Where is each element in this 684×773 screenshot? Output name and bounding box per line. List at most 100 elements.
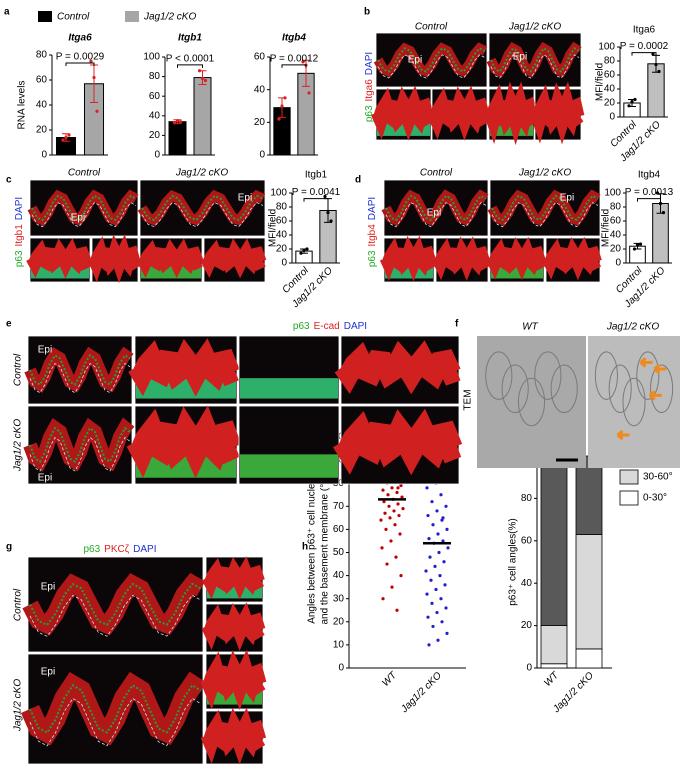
data-point [436,532,440,536]
data-point [429,578,433,582]
data-point [635,243,640,247]
tissue-band [29,683,202,734]
data-point [444,504,448,508]
panel-condition-label: WT [522,322,538,333]
chart-title: Itgb4 [282,33,306,44]
red-layer [201,556,265,600]
y-tick-label: 60 [521,535,533,546]
data-point [426,513,430,518]
data-point [307,91,311,95]
p-bracket [303,198,329,202]
data-point [434,587,438,592]
data-point [655,191,660,195]
data-point [657,69,661,74]
y-axis-label: p63⁺ cell angles(%) [508,518,519,606]
tissue-band [29,353,131,386]
data-point [658,201,663,206]
tem-structure [650,364,674,414]
tem-structure [594,351,618,400]
y-tick-label: 20 [276,244,288,255]
y-tick-label: 80 [149,71,161,82]
data-point [380,546,384,550]
stain-name: DAPI [367,197,378,220]
red-layer [486,236,546,281]
basement-line [31,202,137,228]
region-label: Epi [41,667,55,678]
stain-label: p63 PKCζ DAPI [83,544,156,555]
data-point [301,60,305,64]
panel-condition-label: Control [420,168,453,179]
tem-structure [517,377,546,427]
data-point [439,597,443,601]
red-layer [333,408,463,476]
region-label: Epi [38,345,52,356]
stain-label: p63 E-cad DAPI [293,321,367,332]
data-point [280,104,284,108]
data-point [394,555,398,559]
legend-label: Jag1/2 cKO [143,12,196,23]
panel-condition-label: Jag1/2 cKO [606,322,659,333]
y-tick-label: 30 [333,593,345,604]
data-point [445,631,449,635]
y-axis-label: MFI/field [595,63,606,101]
y-axis-label: and the basement membrane (°) [320,480,331,624]
data-point [446,546,450,550]
stain-name: p63 [364,105,375,122]
y-axis-label: MFI/field [268,209,279,247]
y-tick-label: 100 [270,188,287,199]
region-label: Epi [71,213,85,224]
chart-title: Itga6 [633,25,656,36]
red-layer [432,236,490,281]
stain-name: PKCζ [104,544,130,555]
data-point [444,606,448,610]
y-tick-label: 40 [36,100,48,111]
stain-name: p63 [83,544,100,555]
data-point [323,194,327,199]
y-tick-label: 40 [254,84,266,95]
p-bracket [281,64,307,68]
data-point [396,486,400,490]
legend-swatch [125,11,139,22]
y-tick-label: 40 [276,230,288,241]
data-point [442,560,446,564]
tem-structure [550,364,578,414]
red-layer [201,602,266,651]
data-point [379,518,383,522]
stain-name: E-cad [314,321,340,332]
y-tick-label: 10 [333,640,345,651]
data-point [441,539,445,543]
panel-letter: e [6,319,12,330]
basement-line [29,697,202,747]
data-point [95,109,99,113]
chart-title: Itgb1 [178,33,202,44]
data-point [384,527,388,532]
data-point [392,509,396,513]
bar-segment [575,455,603,535]
data-point [175,119,180,123]
basement-line [491,202,599,228]
region-label: Epi [513,52,527,63]
data-point [390,585,394,589]
data-point [426,615,430,619]
bar-segment [575,648,603,669]
y-tick-label: 60 [333,524,345,535]
y-tick-label: 70 [333,501,345,512]
tem-image [477,336,586,468]
p-value: P = 0.0013 [625,187,674,198]
red-layer [379,235,437,282]
data-point [197,69,202,73]
tem-structure [501,364,529,414]
y-tick-label: 80 [610,202,622,213]
data-point [430,500,434,504]
y-axis-label: Angles between p63⁺ cell nuclei [307,481,318,624]
y-tick-label: 60 [276,216,288,227]
tissue-band [141,194,264,222]
y-tick-label: 60 [604,70,616,81]
red-layer [200,649,267,711]
p-value: P = 0.0012 [270,53,319,64]
chart-title: Itgb4 [638,170,661,181]
data-point [443,583,447,587]
data-point [302,248,306,252]
red-layer [483,81,538,146]
panel-condition-label: Jag1/2 cKO [13,419,24,472]
